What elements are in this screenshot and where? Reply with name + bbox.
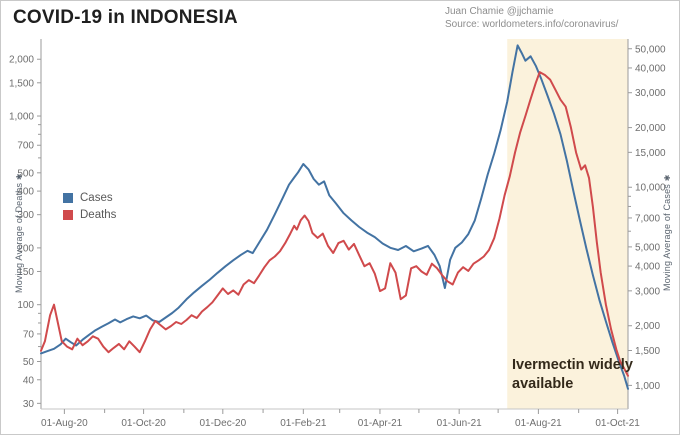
left-axis-tick-label: 50 [23,357,35,368]
x-axis-tick-label: 01-Feb-21 [280,418,327,429]
left-axis-tick-label: 70 [23,329,35,340]
right-axis-tick-label: 5,000 [635,242,660,253]
legend-label-deaths: Deaths [80,209,117,221]
ivermectin-shaded-region [507,39,628,409]
x-axis-tick-label: 01-Oct-20 [121,418,166,429]
left-axis-tick-label: 500 [17,168,34,179]
ivermectin-annotation: Ivermectin widely available [512,356,633,394]
credit-line: Juan Chamie @jjchamie [445,6,554,17]
legend-swatch-deaths-icon [63,210,73,220]
left-axis-tick-label: 2,000 [9,55,34,66]
left-axis-tick-label: 1,000 [9,112,34,123]
right-axis-tick-label: 20,000 [635,123,666,134]
attribution: Juan Chamie @jjchamie Source: worldomete… [445,5,618,31]
x-axis-tick-label: 01-Aug-20 [41,418,88,429]
right-axis-tick-label: 3,000 [635,286,660,297]
left-axis-tick-label: 30 [23,399,35,410]
left-axis-tick-label: 300 [17,210,34,221]
ivermectin-annotation-line2: available [512,376,574,392]
right-axis-tick-label: 15,000 [635,148,666,159]
deaths-line [40,71,629,377]
right-axis-title-text: Moving Average of Cases [662,184,672,291]
axis-marker-icon: ✱ [663,174,672,182]
right-axis-tick-label: 40,000 [635,63,666,74]
x-axis-tick-label: 01-Dec-20 [199,418,246,429]
legend-item-deaths: Deaths [63,209,116,221]
left-axis-tick-label: 400 [17,187,34,198]
right-axis-tick-label: 1,500 [635,346,660,357]
legend-label-cases: Cases [80,192,113,204]
left-axis-title-text: Moving Average of Deaths [14,182,24,293]
right-axis-tick-label: 4,000 [635,262,660,273]
left-axis-tick-label: 200 [17,243,34,254]
left-axis-tick-label: 1,500 [9,78,34,89]
legend: Cases Deaths [63,192,116,226]
x-axis-tick-label: 01-Aug-21 [515,418,562,429]
legend-item-cases: Cases [63,192,116,204]
source-line: Source: worldometers.info/coronavirus/ [445,19,619,30]
chart-title: COVID-19 in INDONESIA [13,7,238,28]
right-axis-tick-label: 10,000 [635,183,666,194]
right-axis-tick-label: 1,000 [635,381,660,392]
x-axis-tick-label: 01-Oct-21 [595,418,640,429]
left-axis-tick-label: 40 [23,375,35,386]
right-axis-tick-label: 7,000 [635,213,660,224]
left-axis-tick-label: 700 [17,141,34,152]
right-axis-tick-label: 50,000 [635,44,666,55]
left-axis-title: Moving Average of Deaths ✱ [14,173,24,293]
cases-line [40,44,629,390]
right-axis-tick-label: 30,000 [635,88,666,99]
x-axis-tick-label: 01-Jun-21 [437,418,482,429]
ivermectin-annotation-line1: Ivermectin widely [512,357,633,373]
right-axis-title: Moving Average of Cases ✱ [662,174,672,291]
axis-marker-icon: ✱ [15,173,24,181]
legend-swatch-cases-icon [63,193,73,203]
right-axis-tick-label: 2,000 [635,321,660,332]
x-axis-tick-label: 01-Apr-21 [358,418,403,429]
left-axis-tick-label: 100 [17,300,34,311]
left-axis-tick-label: 150 [17,267,34,278]
